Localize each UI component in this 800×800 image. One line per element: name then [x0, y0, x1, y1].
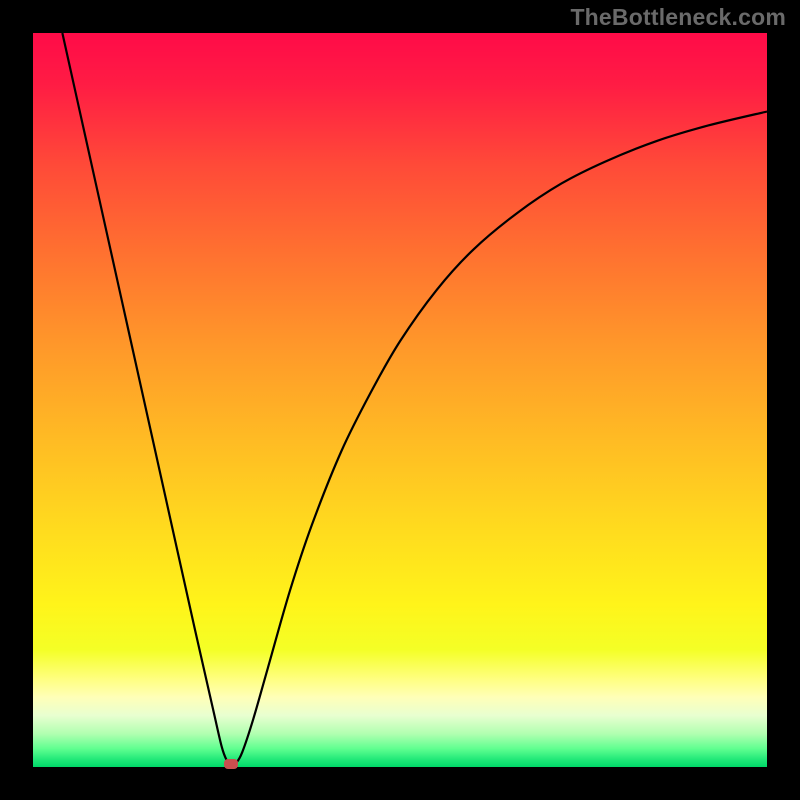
- attribution-text: TheBottleneck.com: [570, 4, 786, 31]
- plot-area: [33, 33, 767, 767]
- bottleneck-curve: [62, 33, 767, 765]
- minimum-marker: [224, 759, 238, 769]
- curve-layer: [33, 33, 767, 767]
- chart-container: TheBottleneck.com: [0, 0, 800, 800]
